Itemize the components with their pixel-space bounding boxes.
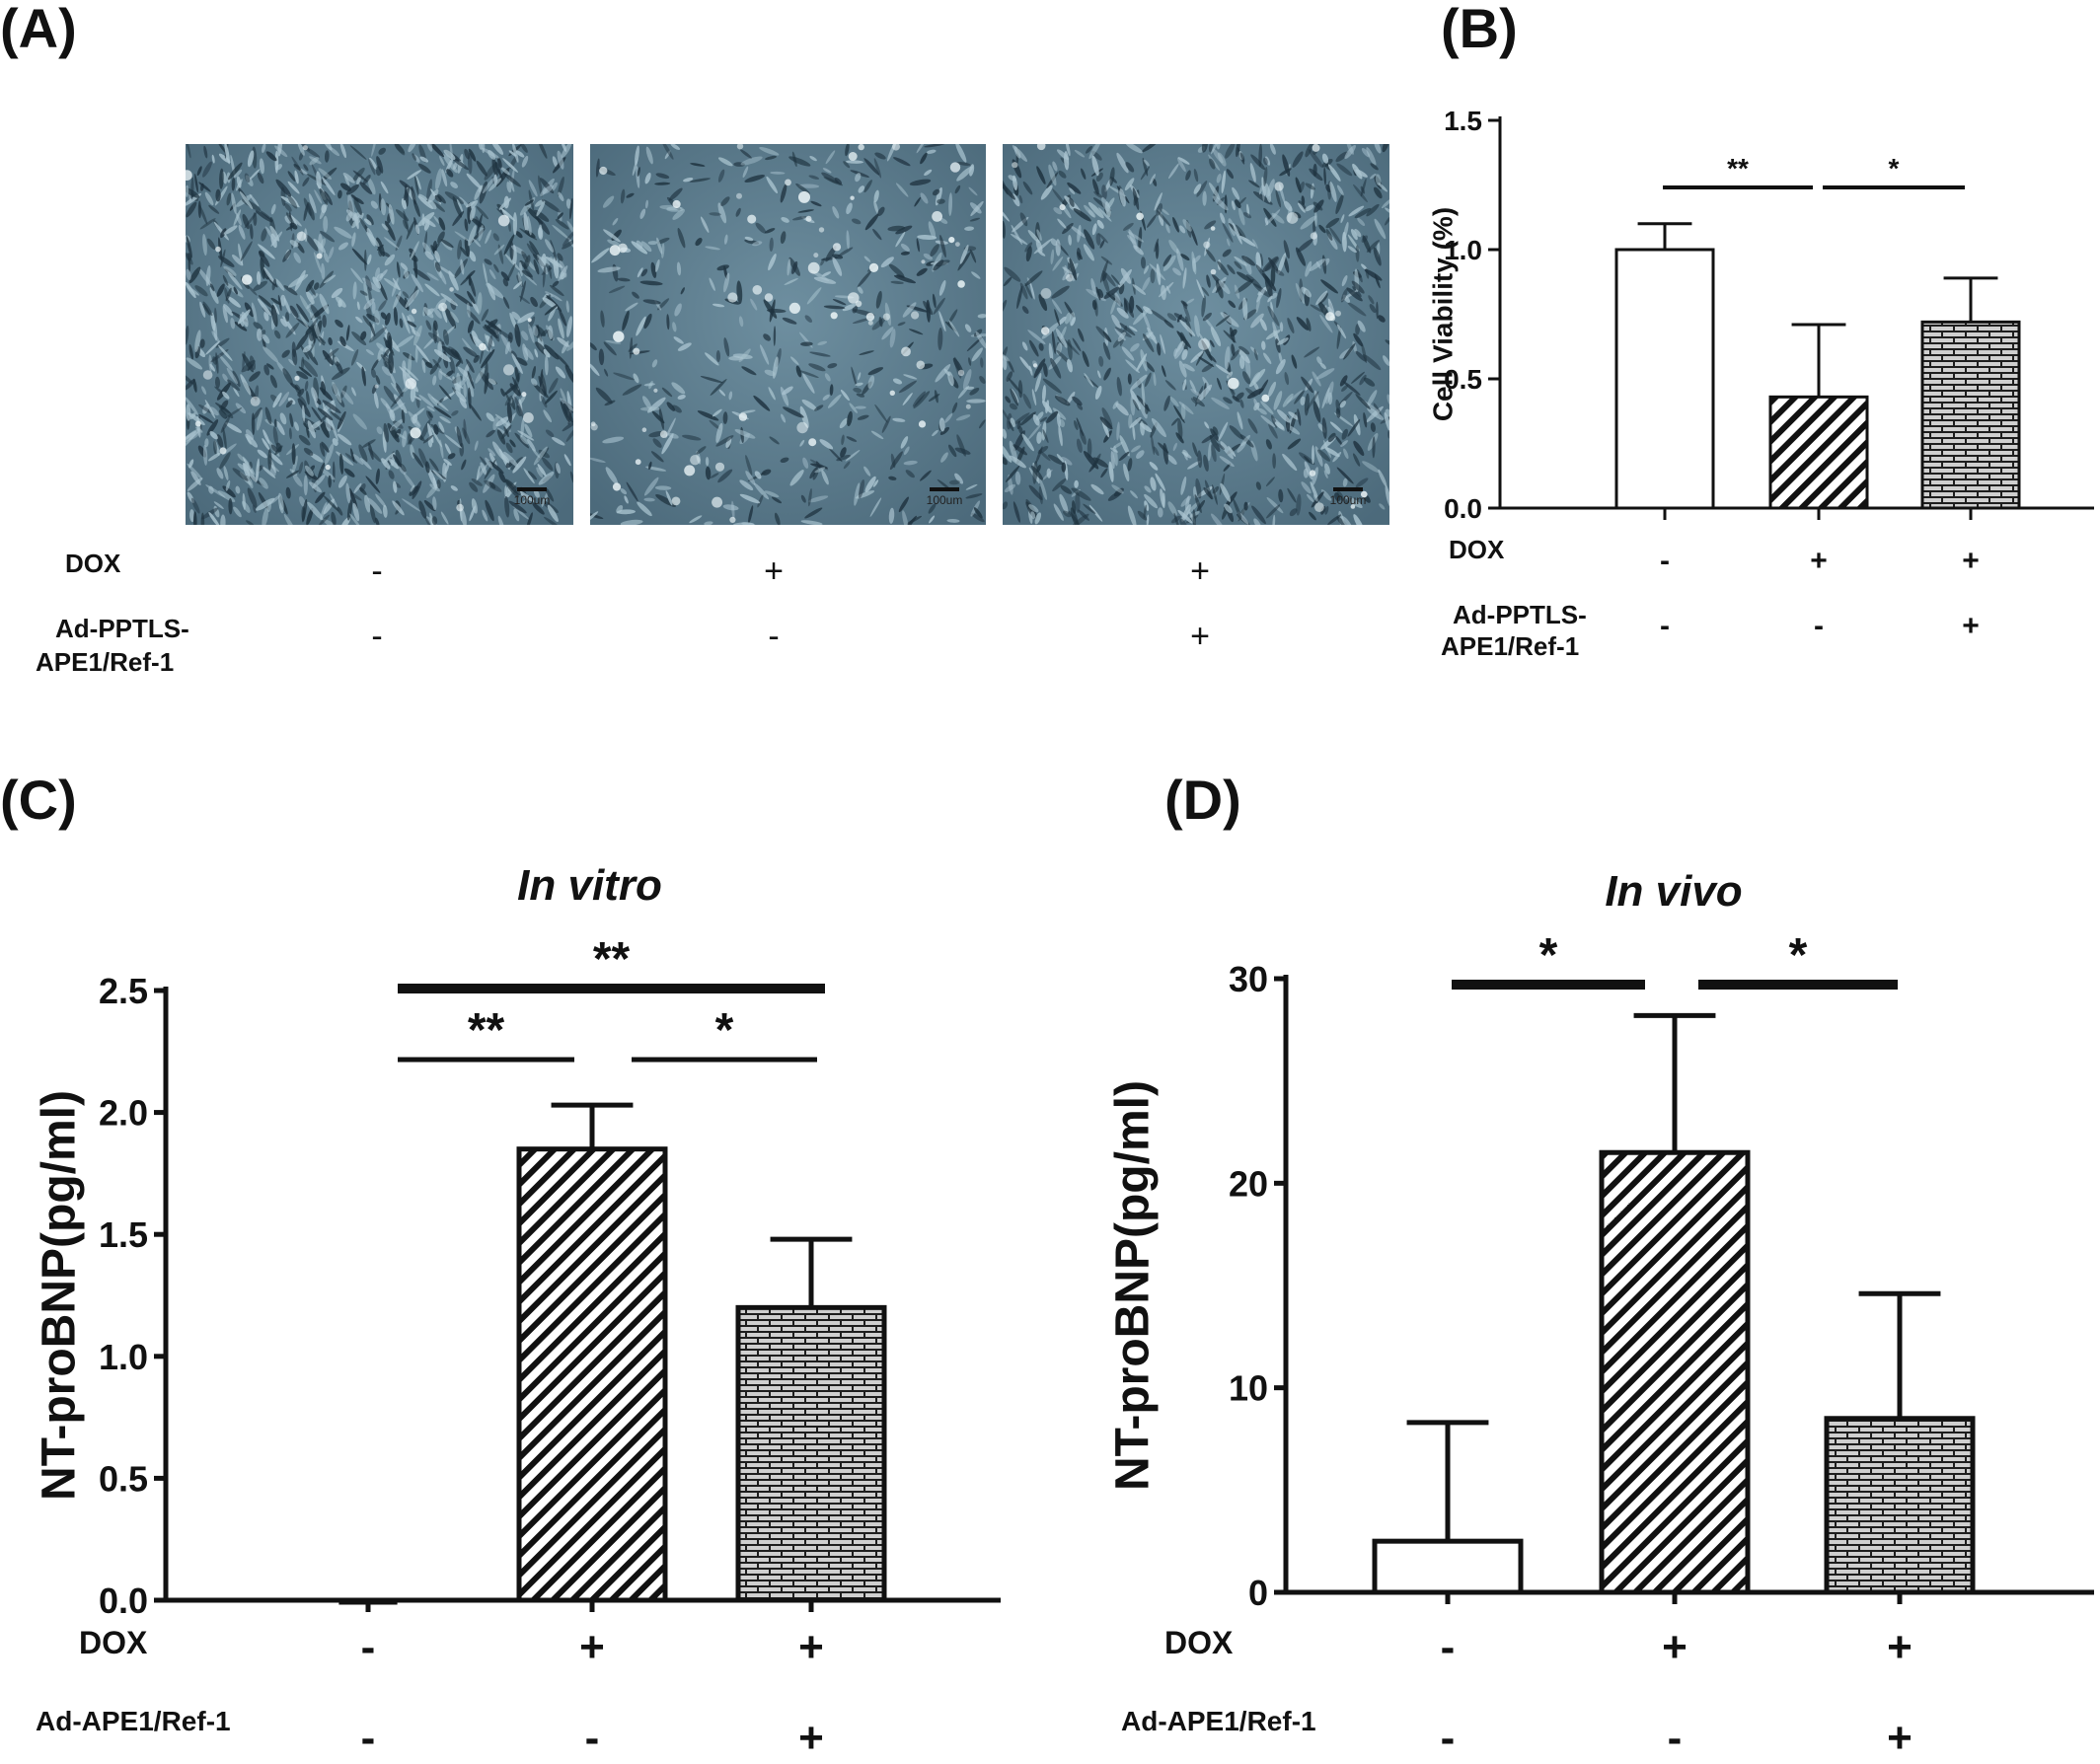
bar: [735, 1304, 887, 1603]
bar: [1768, 395, 1869, 510]
condition-sign-dox: +: [1887, 1623, 1912, 1671]
condition-label-dox: DOX: [79, 1625, 148, 1660]
y-tick-label: 30: [1229, 959, 1268, 999]
significance-label: *: [1539, 929, 1558, 982]
y-axis-label: NT-proBNP(pg/ml): [34, 1090, 86, 1501]
scale-bar: 100um: [925, 487, 964, 507]
bar: [1920, 320, 2021, 510]
condition-sign-dox: -: [1441, 1623, 1456, 1671]
cell-layer: [1003, 144, 1389, 525]
panel-a-dox-sign: +: [1190, 552, 1210, 590]
micrograph-dox-image: [590, 144, 986, 525]
y-tick-label: 1.5: [99, 1214, 148, 1255]
condition-label-dox: DOX: [1164, 1625, 1234, 1660]
scale-bar-label: 100um: [926, 493, 963, 507]
significance-label: **: [468, 1004, 505, 1057]
y-tick-label: 2.5: [99, 971, 148, 1011]
y-tick-label: 0.5: [99, 1458, 148, 1499]
significance-label: *: [715, 1004, 734, 1057]
y-tick-label: 0: [1248, 1573, 1268, 1613]
condition-sign-ad: -: [1660, 610, 1670, 642]
chart-title: In vivo: [1605, 867, 1742, 916]
condition-sign-ad: -: [585, 1714, 600, 1762]
y-tick-label: 10: [1229, 1368, 1268, 1409]
condition-sign-ad: -: [1441, 1714, 1456, 1762]
condition-sign-ad: +: [798, 1714, 824, 1762]
panel-label-a: (A): [0, 0, 77, 59]
scale-bar: 100um: [1328, 487, 1368, 507]
significance-label: **: [593, 933, 631, 986]
micrograph-dox: 100um: [590, 144, 986, 525]
condition-label-ad: Ad-APE1/Ref-1: [36, 1706, 231, 1736]
panel-a-dox-sign: +: [764, 552, 784, 590]
condition-sign-dox: +: [1962, 545, 1980, 577]
condition-sign-dox: +: [798, 1623, 824, 1671]
y-axis-label: NT-proBNP(pg/ml): [1107, 1080, 1160, 1491]
panel-a-ad-sign: +: [1190, 618, 1210, 655]
condition-sign-dox: +: [1810, 545, 1828, 577]
y-tick-label: 20: [1229, 1163, 1268, 1204]
condition-sign-dox: +: [1662, 1623, 1688, 1671]
micrograph-background: [590, 144, 986, 525]
y-tick-label: 1.0: [1444, 235, 1482, 265]
y-tick-label: 2.0: [99, 1093, 148, 1134]
bar: [1599, 1149, 1751, 1595]
significance-label: **: [1727, 153, 1749, 184]
condition-sign-ad: +: [1962, 610, 1980, 642]
condition-sign-ad: -: [1814, 610, 1824, 642]
condition-sign-dox: +: [579, 1623, 605, 1671]
micrograph-background: [1003, 144, 1389, 525]
panel-label-c: (C): [0, 769, 77, 831]
panel-label-b: (B): [1441, 0, 1518, 59]
condition-label-dox: DOX: [1449, 535, 1505, 564]
panel-a-ad-label-line2: APE1/Ref-1: [36, 647, 175, 677]
cell-layer: [186, 144, 573, 525]
bar: [1824, 1416, 1976, 1595]
significance-label: *: [1889, 153, 1900, 184]
chart-title: In vitro: [517, 861, 662, 910]
y-tick-label: 0.0: [1444, 493, 1482, 524]
panel-a-ad-sign: -: [371, 618, 383, 655]
micrograph-control: 100um: [186, 144, 573, 525]
bar: [516, 1146, 668, 1603]
condition-label-ad-line2: APE1/Ref-1: [1441, 631, 1579, 661]
panel-a-ad-sign: -: [768, 618, 780, 655]
condition-sign-dox: -: [361, 1623, 376, 1671]
cell-layer: [590, 144, 986, 525]
micrograph-dox-ape1: 100um: [1003, 144, 1389, 525]
panel-a-ad-label-line1: Ad-PPTLS-: [55, 614, 189, 643]
y-tick-label: 0.5: [1444, 364, 1482, 395]
scale-bar: 100um: [512, 487, 552, 507]
condition-sign-ad: +: [1887, 1714, 1912, 1762]
panel-a-dox-sign: -: [371, 552, 383, 590]
scale-bar-label: 100um: [1329, 493, 1367, 507]
condition-sign-ad: -: [361, 1714, 376, 1762]
y-tick-label: 1.5: [1444, 106, 1482, 136]
y-tick-label: 1.0: [99, 1337, 148, 1377]
y-tick-label: 0.0: [99, 1580, 148, 1621]
y-axis-label: Cell Viability (%): [1428, 207, 1459, 421]
significance-label: *: [1789, 929, 1808, 982]
scale-bar-label: 100um: [513, 493, 551, 507]
bar: [1372, 1538, 1524, 1595]
condition-sign-ad: -: [1668, 1714, 1683, 1762]
condition-label-ad-line1: Ad-PPTLS-: [1453, 600, 1587, 629]
micrograph-control-image: [186, 144, 573, 525]
panel-label-d: (D): [1164, 769, 1241, 831]
condition-label-ad: Ad-APE1/Ref-1: [1121, 1706, 1316, 1736]
micrograph-dox-ape1-image: [1003, 144, 1389, 525]
condition-sign-dox: -: [1660, 545, 1670, 577]
panel-a-dox-label: DOX: [65, 549, 121, 578]
